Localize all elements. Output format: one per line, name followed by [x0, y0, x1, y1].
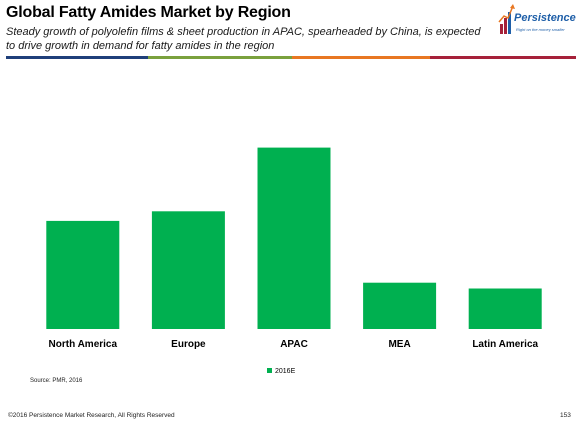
- source-note: Source: PMR, 2016: [30, 378, 83, 384]
- logo-wordmark: Persistence: [514, 12, 576, 24]
- company-logo: Persistence Right on the money smaller: [498, 2, 578, 38]
- page-number: 153: [560, 412, 571, 419]
- legend-label: 2016E: [275, 368, 296, 375]
- category-label: Latin America: [472, 339, 538, 350]
- legend-swatch: [267, 368, 272, 373]
- header-band-3: [292, 56, 430, 59]
- bar-europe: [151, 211, 225, 329]
- logo-graph-icon: [498, 4, 515, 34]
- category-label: APAC: [280, 339, 308, 350]
- logo-tagline: Right on the money smaller: [516, 27, 565, 32]
- header-band-2: [148, 56, 292, 59]
- category-label: MEA: [388, 339, 410, 350]
- bar-chart: North America Europe APAC MEA Latin America 2…: [46, 147, 542, 375]
- bar-latin-america: [468, 288, 542, 329]
- footer-copyright: ©2016 Persistence Market Research, All R…: [8, 412, 175, 419]
- page-subtitle: Steady growth of polyolefin films & shee…: [6, 26, 481, 52]
- header-band-1: [6, 56, 148, 59]
- header-band-4: [430, 56, 576, 59]
- page-title: Global Fatty Amides Market by Region: [6, 4, 291, 21]
- bar-mea: [363, 282, 437, 329]
- category-label: Europe: [171, 339, 206, 350]
- bar-apac: [257, 147, 331, 329]
- bar-north-america: [46, 220, 120, 329]
- category-label: North America: [49, 339, 118, 350]
